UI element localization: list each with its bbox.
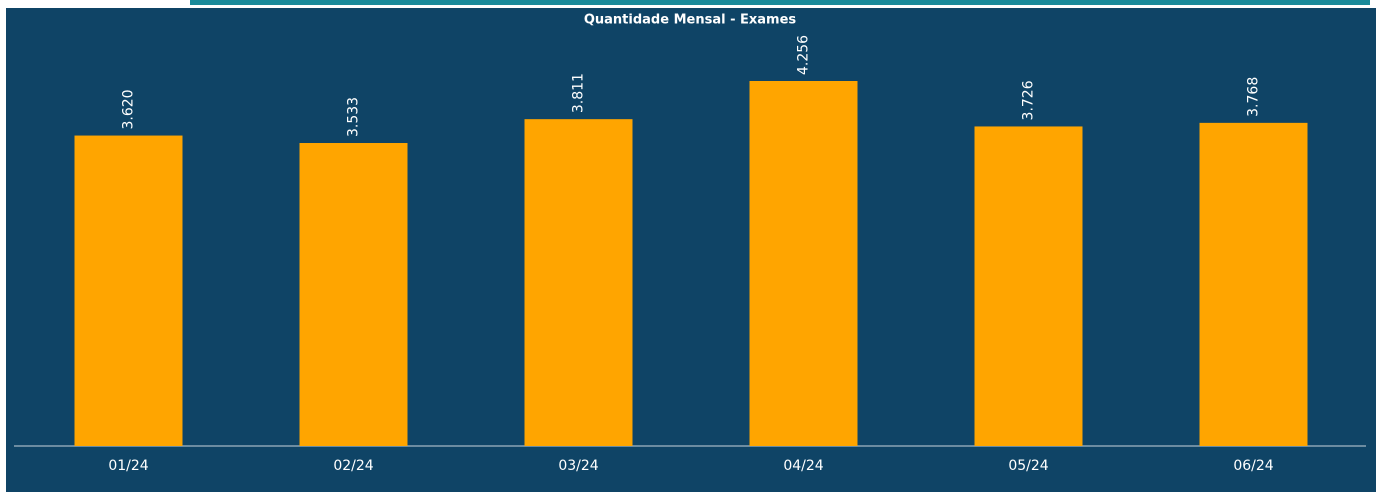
value-label: 3.811	[571, 73, 587, 113]
value-label: 3.726	[1021, 80, 1037, 120]
bar	[74, 135, 183, 446]
bar	[1199, 122, 1308, 446]
top-stripe	[190, 0, 1370, 5]
x-tick-label: 01/24	[108, 458, 148, 474]
x-tick-label: 02/24	[333, 458, 373, 474]
bar	[749, 81, 858, 446]
x-tick-label: 04/24	[783, 458, 823, 474]
bar	[299, 143, 408, 446]
value-label: 3.533	[346, 97, 362, 137]
chart-title: Quantidade Mensal - Exames	[584, 13, 797, 28]
value-label: 3.620	[121, 89, 137, 129]
x-tick-label: 05/24	[1008, 458, 1048, 474]
panel	[6, 8, 1376, 492]
bar	[524, 119, 633, 447]
x-tick-label: 06/24	[1233, 458, 1273, 474]
value-label: 3.768	[1246, 77, 1262, 117]
x-tick-label: 03/24	[558, 458, 598, 474]
bar	[974, 126, 1083, 446]
value-label: 4.256	[796, 35, 812, 75]
